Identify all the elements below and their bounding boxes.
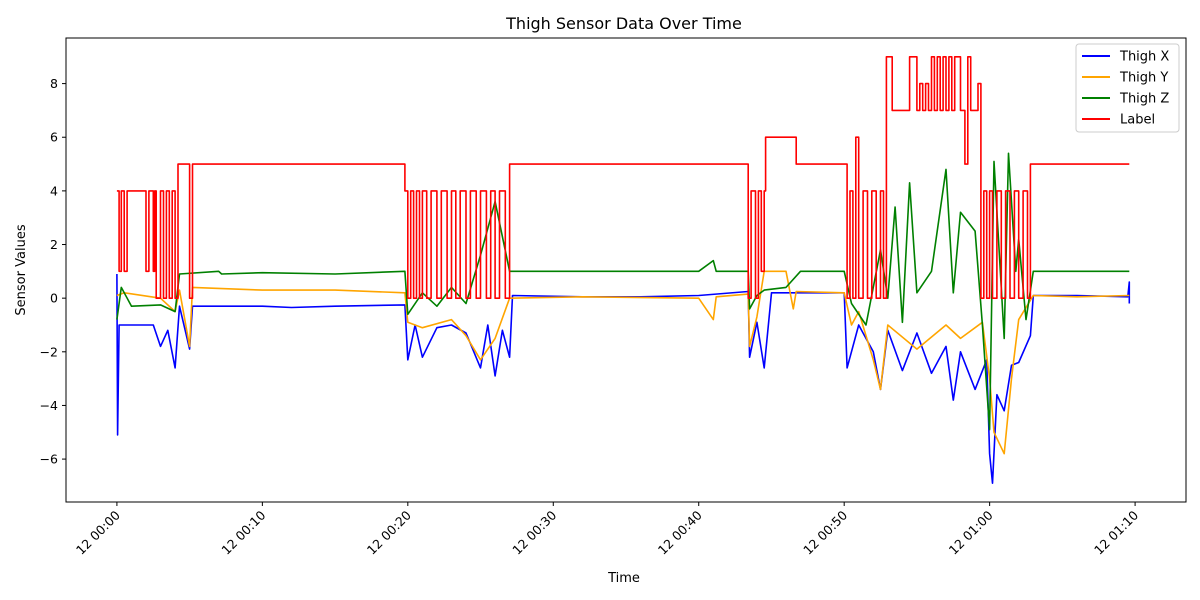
y-tick-label: −6: [40, 452, 58, 467]
legend-label: Thigh Z: [1119, 92, 1169, 107]
series-layer: [116, 56, 1131, 484]
y-axis-label: Sensor Values: [14, 224, 29, 315]
y-tick-label: 2: [50, 237, 58, 252]
y-tick-label: 4: [50, 183, 58, 198]
legend-label: Thigh Y: [1119, 71, 1168, 86]
x-tick-label: 12 01:00: [946, 507, 996, 557]
y-tick-label: 8: [50, 76, 58, 91]
series-line-thigh-z: [116, 152, 1130, 431]
chart-title: Thigh Sensor Data Over Time: [505, 14, 742, 33]
y-axis-ticks: −6 −4 −2 0 2 4 6 8: [40, 76, 66, 467]
y-tick-label: 6: [50, 130, 58, 145]
legend-label: Thigh X: [1119, 50, 1169, 65]
y-tick-label: −2: [40, 344, 58, 359]
x-tick-label: 12 00:50: [800, 507, 850, 557]
y-tick-label: 0: [50, 291, 58, 306]
chart-legend: Thigh X Thigh Y Thigh Z Label: [1075, 43, 1180, 133]
x-tick-label: 12 00:00: [73, 507, 123, 557]
series-line-thigh-x: [116, 273, 1131, 484]
y-tick-label: −4: [40, 398, 58, 413]
legend-label: Label: [1120, 113, 1155, 128]
x-tick-label: 12 00:20: [364, 507, 414, 557]
x-tick-label: 12 00:10: [218, 507, 268, 557]
x-tick-label: 12 00:40: [655, 507, 705, 557]
series-line-label: [116, 56, 1130, 299]
x-tick-label: 12 00:30: [509, 507, 559, 557]
x-axis-ticks: 12 00:00 12 00:10 12 00:20 12 00:30 12 00:40…: [73, 502, 1141, 558]
plot-frame: [65, 37, 1187, 503]
x-axis-label: Time: [607, 571, 640, 586]
x-tick-label: 12 01:10: [1091, 507, 1141, 557]
series-line-thigh-y: [116, 270, 1130, 455]
legend-box: [1075, 43, 1180, 133]
